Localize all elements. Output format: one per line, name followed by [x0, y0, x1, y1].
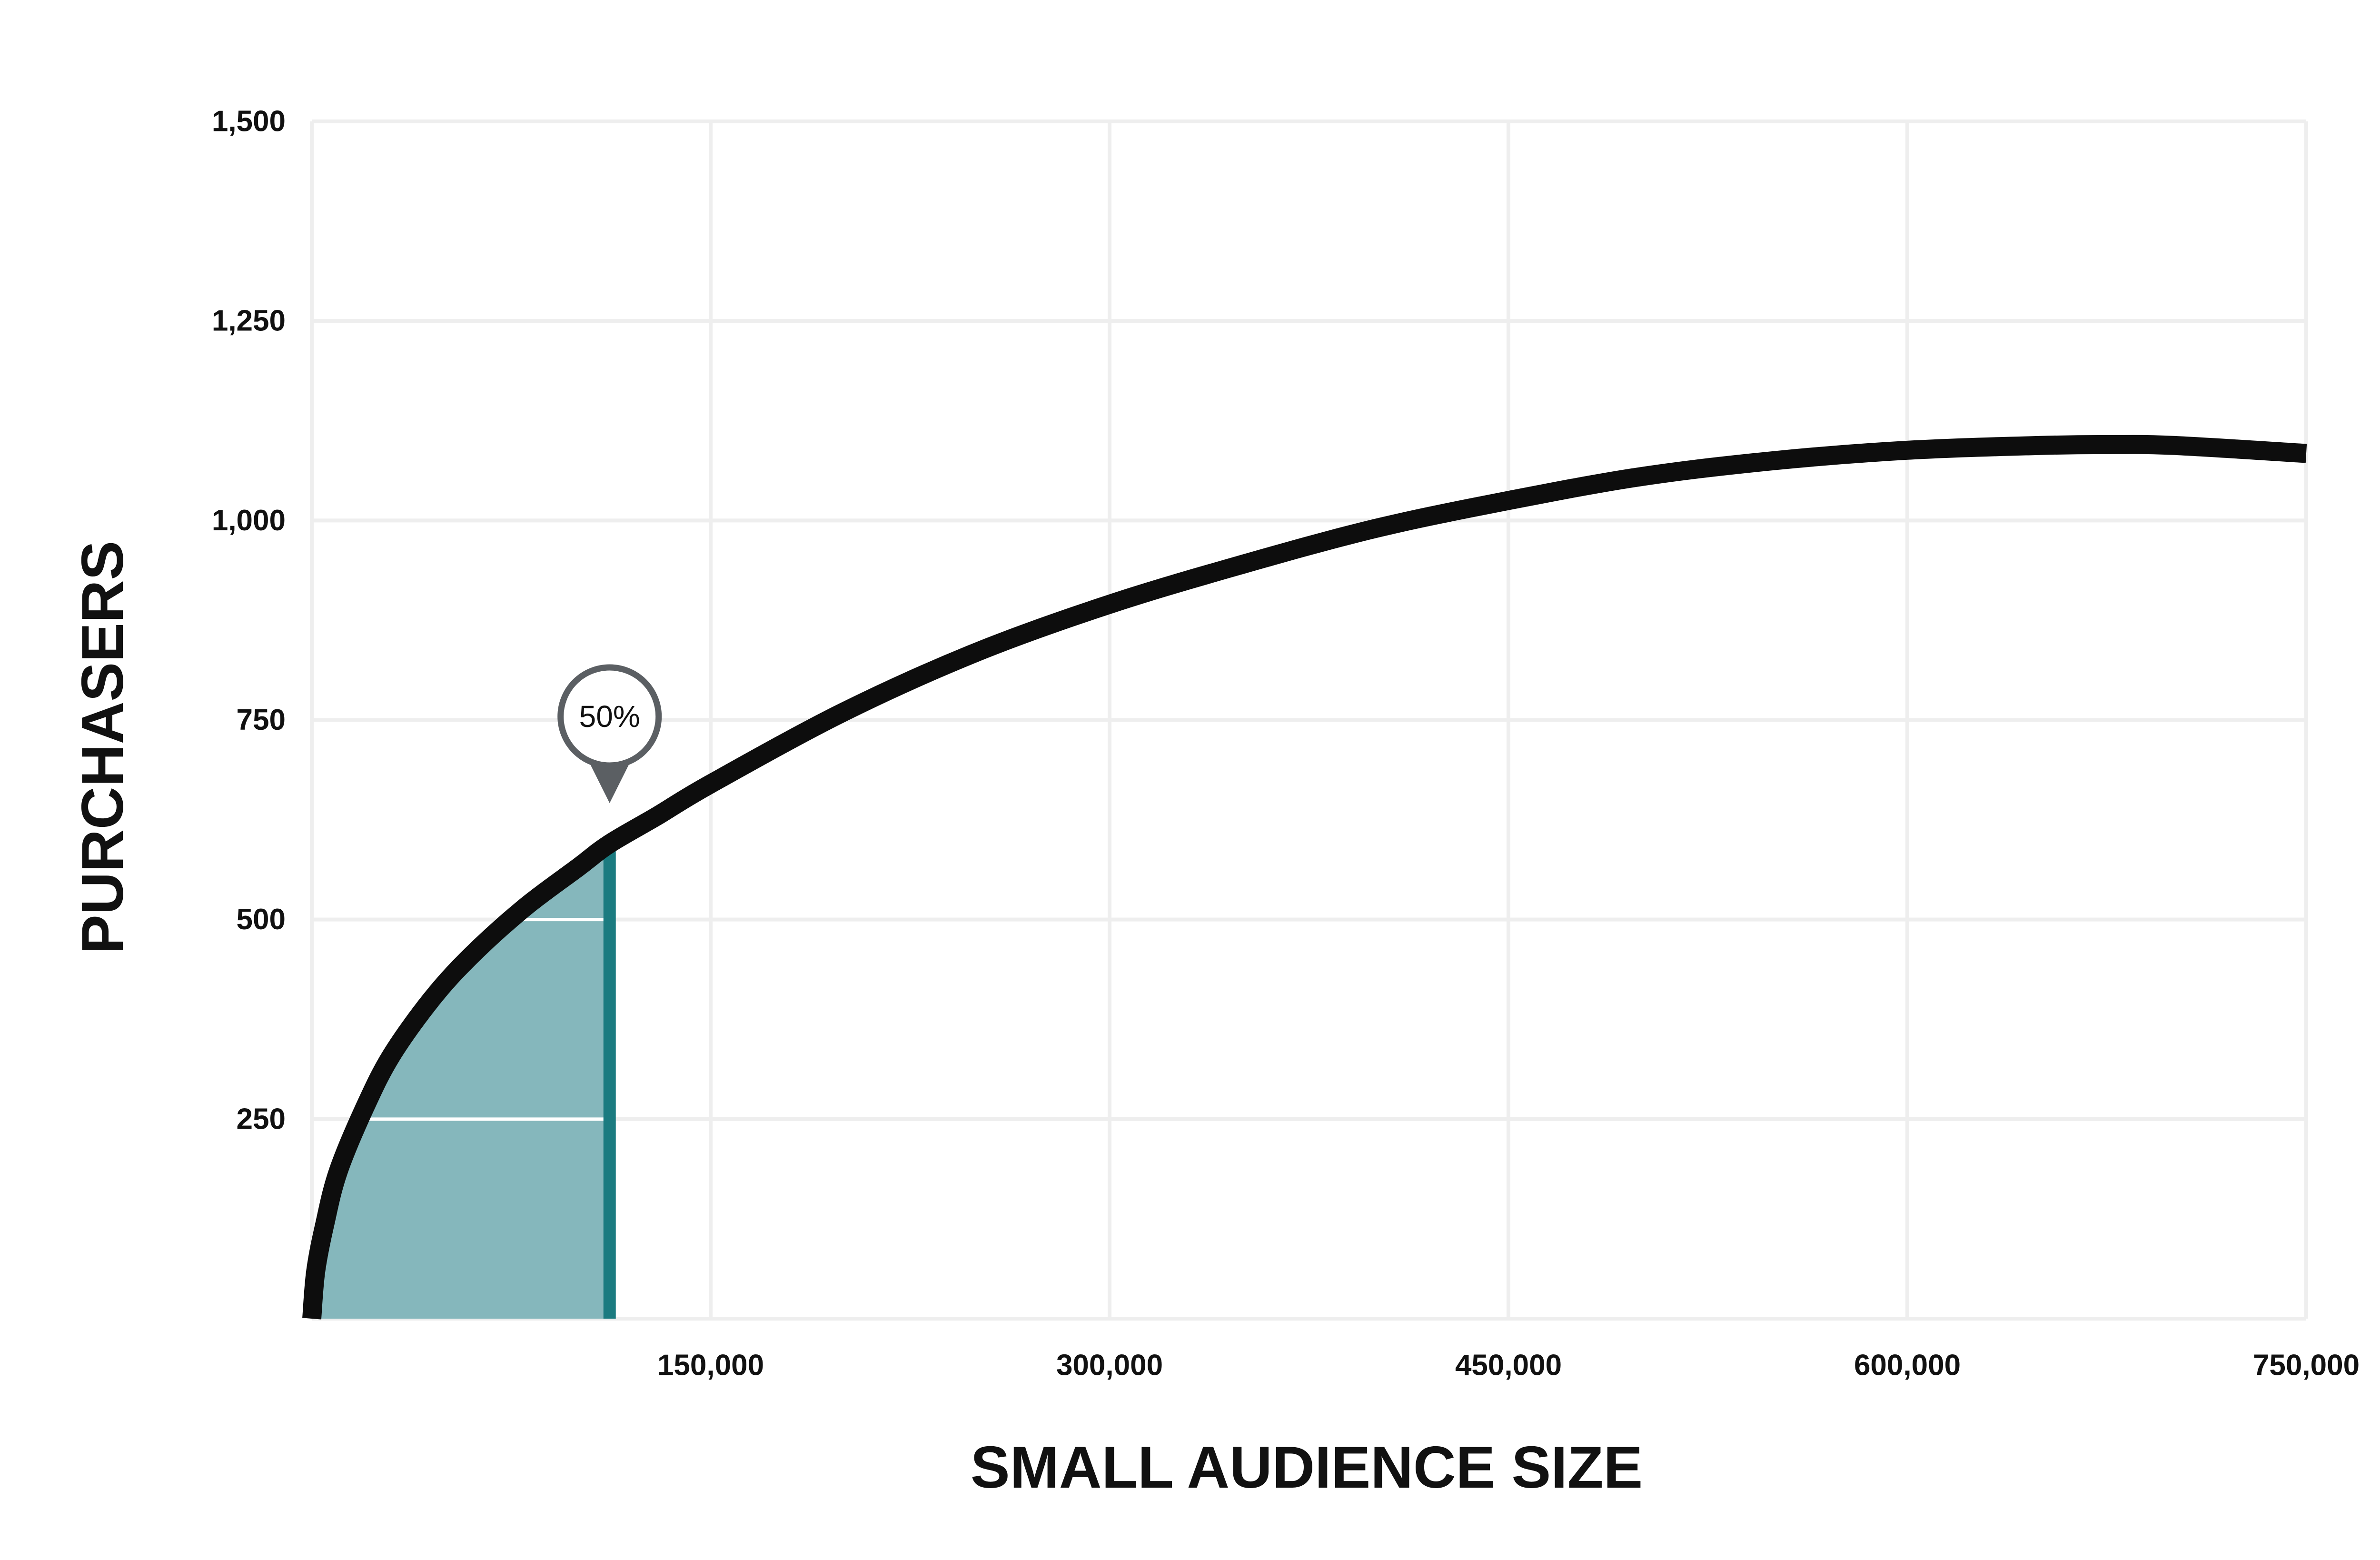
x-tick-label: 450,000: [1455, 1349, 1562, 1382]
y-tick-label: 1,500: [212, 105, 286, 138]
shaded-area: [312, 844, 610, 1319]
y-tick-label: 250: [237, 1103, 286, 1135]
fill-lines: [360, 918, 610, 1121]
y-tick-label: 1,250: [212, 305, 286, 338]
y-tick-label: 750: [237, 704, 286, 736]
marker-label: 50%: [579, 699, 640, 734]
y-tick-label: 500: [237, 903, 286, 936]
x-tick-label: 750,000: [2253, 1349, 2360, 1382]
y-axis-ticks: 250 500 750 1,000 1,250 1,500: [212, 105, 286, 1136]
marker-pointer: [587, 759, 632, 803]
y-axis-title: PURCHASERS: [70, 541, 136, 954]
marker-bubble: [557, 664, 662, 769]
series-curve: [302, 435, 2307, 1320]
x-axis-title: SMALL AUDIENCE SIZE: [971, 1435, 1643, 1500]
percentage-marker: 50%: [557, 664, 662, 803]
grid-layer: [310, 119, 2308, 1321]
x-tick-label: 600,000: [1854, 1349, 1961, 1382]
x-tick-label: 300,000: [1056, 1349, 1163, 1382]
x-tick-label: 150,000: [657, 1349, 764, 1382]
x-axis-ticks: 150,000 300,000 450,000 600,000 750,000: [657, 1349, 2360, 1382]
y-tick-label: 1,000: [212, 504, 286, 537]
